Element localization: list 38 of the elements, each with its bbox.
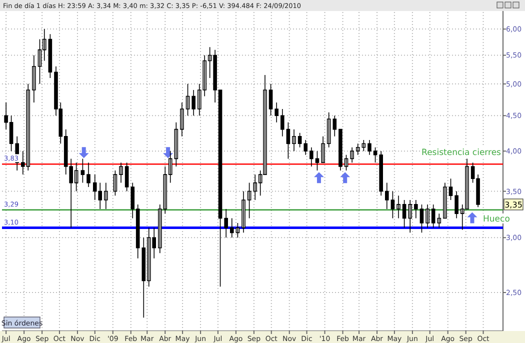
candlestick [338,128,342,171]
candlestick [356,143,360,156]
candlestick [32,54,36,103]
candlestick [310,146,314,167]
candlestick [280,108,284,137]
candlestick [437,213,442,228]
candlestick [332,115,337,137]
text: 3,35 [504,200,522,210]
candlestick [350,146,354,163]
candlestick [315,150,320,171]
candlestick [224,208,228,238]
candlestick [292,128,296,152]
candlestick [247,182,252,219]
candlestick [230,218,234,238]
candlestick [379,150,383,196]
candlestick [448,178,453,200]
candlestick [242,190,246,234]
candlestick [180,102,184,137]
candlestick [408,200,412,234]
candlestick [443,182,447,219]
candlestick [119,162,123,184]
candlestick [426,204,430,228]
candlestick [384,182,389,210]
annotation: Hueco [483,214,510,224]
candlestick [86,162,90,188]
annotation: Resistencia cierres [422,148,502,158]
candlestick [192,90,196,116]
candlestick [274,102,278,123]
candlestick [414,200,418,219]
candlestick [454,190,458,219]
candlestick [373,146,378,163]
candlestick [321,136,325,163]
candlestick [396,195,400,219]
candlestick [80,158,85,184]
candlestick [304,140,308,156]
candlestick [368,140,372,156]
candlestick [104,182,108,210]
candlestick [390,190,395,219]
